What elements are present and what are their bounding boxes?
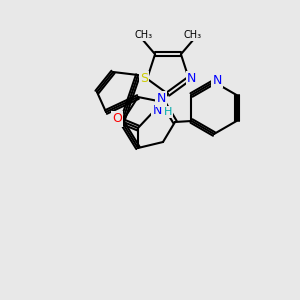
Text: N: N xyxy=(187,72,196,85)
Text: N: N xyxy=(152,103,162,116)
Text: S: S xyxy=(140,72,148,85)
Text: N: N xyxy=(156,92,166,106)
Text: CH₃: CH₃ xyxy=(184,30,202,40)
Text: O: O xyxy=(112,112,122,125)
Text: CH₃: CH₃ xyxy=(134,30,152,40)
Text: N: N xyxy=(212,74,222,86)
Text: H: H xyxy=(164,107,172,117)
